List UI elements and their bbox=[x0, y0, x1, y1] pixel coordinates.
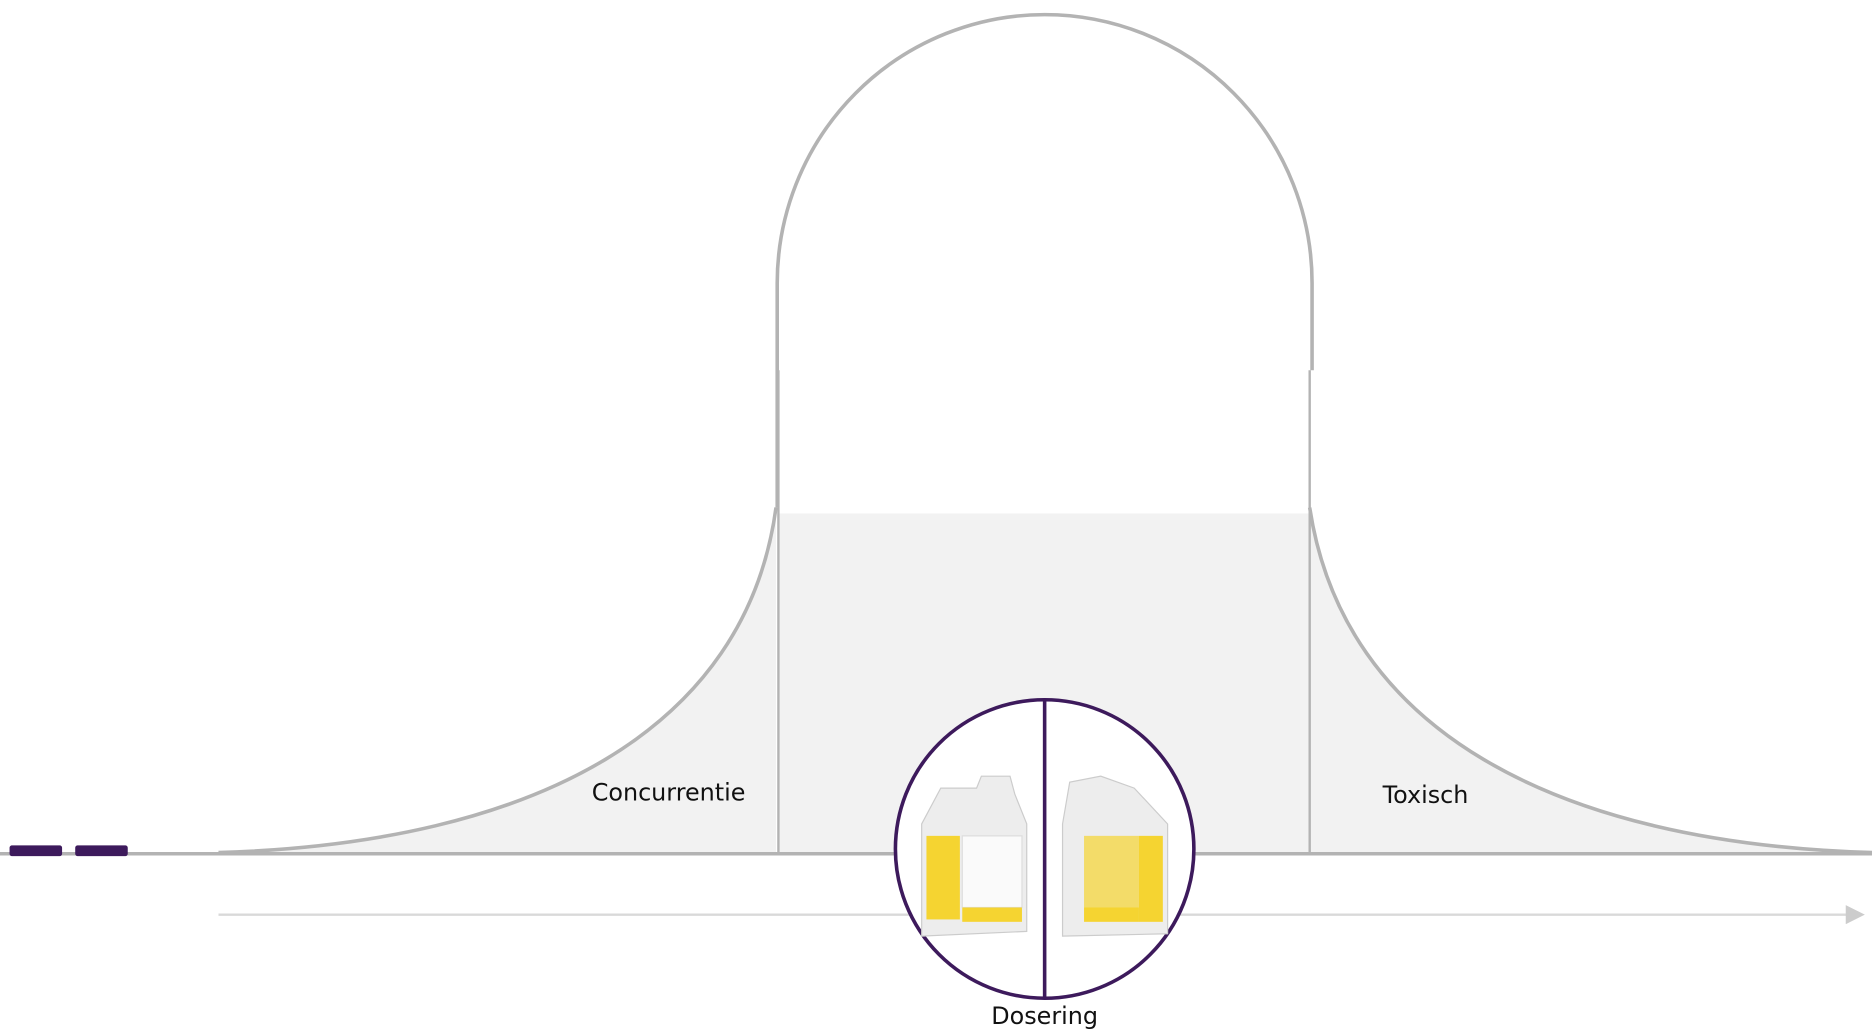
axis-label: Dosering bbox=[991, 1002, 1098, 1030]
dome bbox=[777, 15, 1312, 508]
dash bbox=[10, 845, 63, 856]
product-jug bbox=[922, 776, 1027, 936]
label-left: Concurrentie bbox=[592, 779, 746, 807]
label-right: Toxisch bbox=[1382, 781, 1469, 809]
diagram: Concurrentie Toxisch Dosering bbox=[0, 0, 1872, 1033]
dash bbox=[75, 845, 128, 856]
